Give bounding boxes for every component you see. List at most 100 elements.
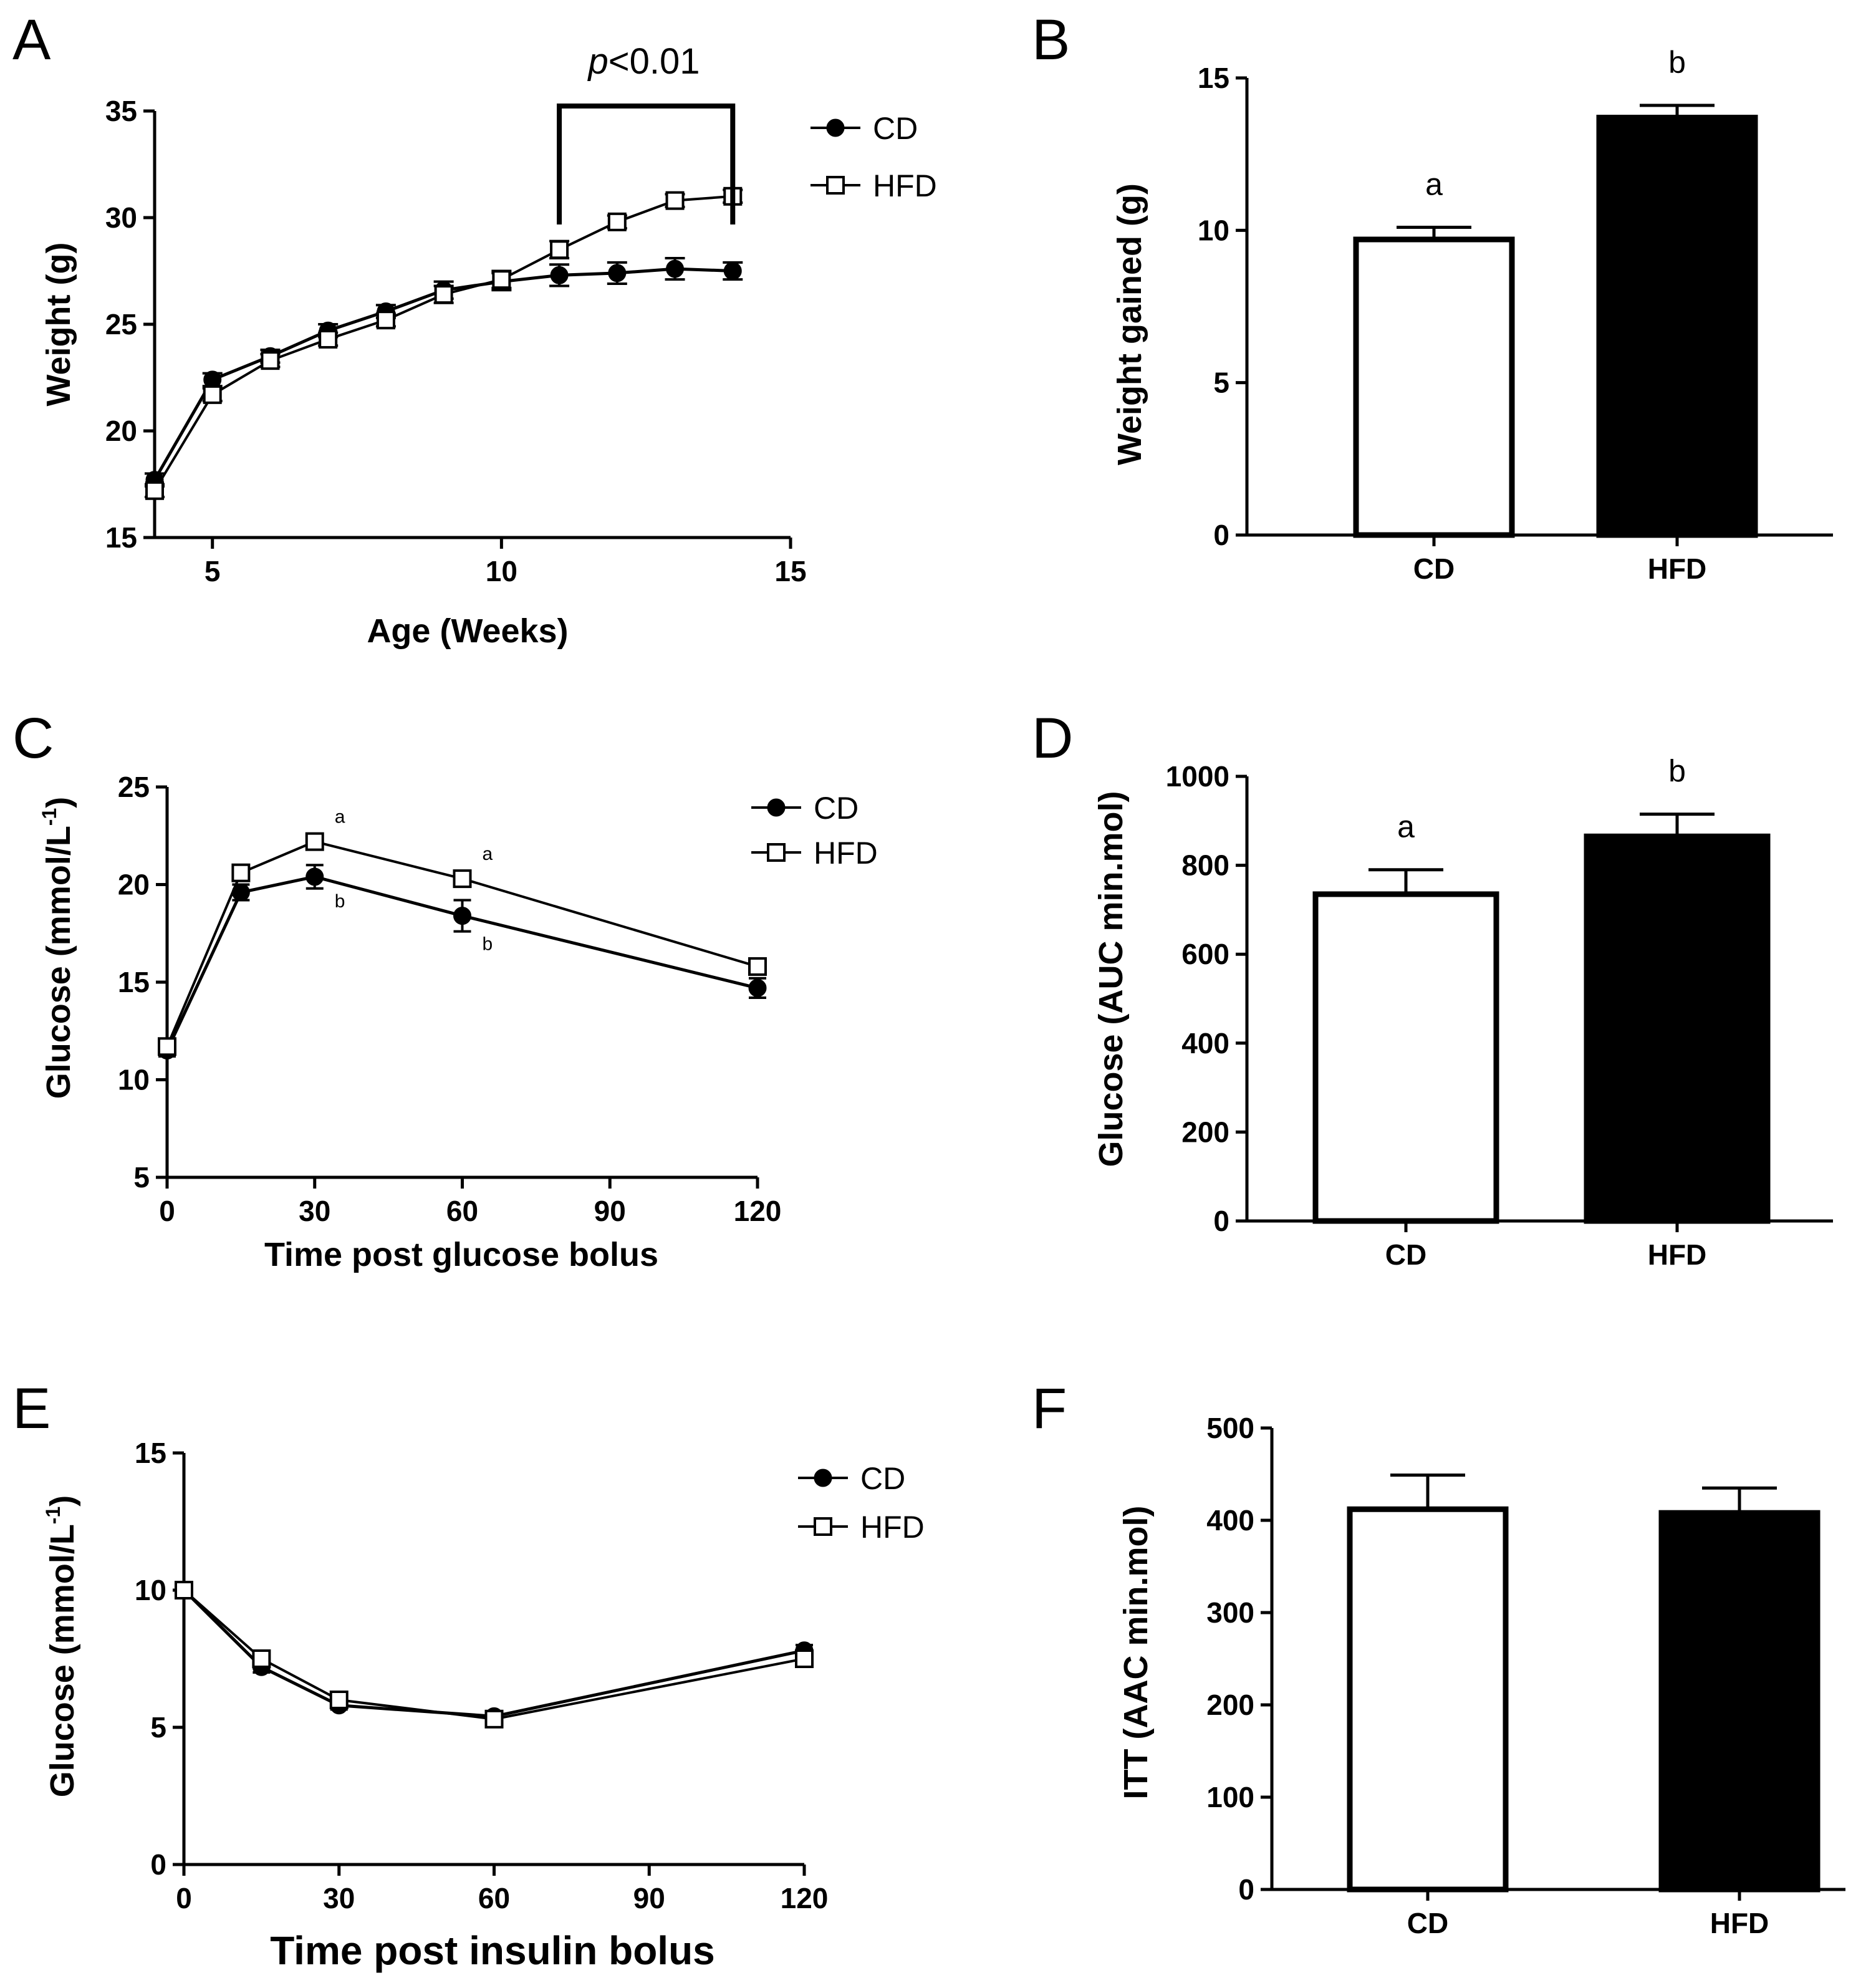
data-point-hfd xyxy=(231,863,251,882)
data-point-hfd xyxy=(305,832,324,851)
point-label: b xyxy=(335,891,345,912)
panel-e-xtick-label: 90 xyxy=(633,1882,665,1914)
panel-c-xtick-label: 60 xyxy=(446,1195,478,1227)
panel-c-ylabel-main: Glucose (mmol/L xyxy=(40,826,77,1099)
data-point-hfd xyxy=(484,1709,504,1729)
panel-e-ylabel-sup: -1 xyxy=(42,1507,64,1524)
panel-b-ytick-label: 0 xyxy=(1213,519,1229,551)
panel-f-category-label: CD xyxy=(1407,1907,1448,1939)
panel-d-category-label: HFD xyxy=(1648,1238,1707,1271)
svg-text:p<0.01: p<0.01 xyxy=(587,41,700,82)
panel-c-ylabel: Glucose (mmol/L-1) xyxy=(38,797,77,1099)
data-point-hfd xyxy=(158,1037,176,1056)
data-point-hfd xyxy=(145,481,164,500)
panel-d-ytick-label: 600 xyxy=(1181,938,1229,970)
panel-e-xtick-label: 0 xyxy=(176,1882,192,1914)
data-point-hfd xyxy=(795,1649,814,1668)
point-label: b xyxy=(483,934,493,955)
panel-d-category-label: CD xyxy=(1385,1238,1426,1271)
panel-e-xtick-label: 120 xyxy=(781,1882,829,1914)
panel-a-ytick-label: 25 xyxy=(105,308,137,340)
panel-d-ylabel: Glucose (AUC min.mol) xyxy=(1092,791,1130,1167)
legend-marker-cd xyxy=(767,798,786,817)
bar-significance-letter: a xyxy=(1397,809,1415,844)
panel-label-c: C xyxy=(12,707,54,770)
panel-label-a: A xyxy=(12,8,51,72)
panel-f-ytick-label: 400 xyxy=(1206,1504,1254,1537)
panel-f-ytick-label: 200 xyxy=(1206,1689,1254,1721)
point-label: a xyxy=(335,807,345,827)
panel-c-xtick-label: 90 xyxy=(594,1195,626,1227)
panel-f-ytick-label: 0 xyxy=(1238,1873,1254,1906)
data-point-hfd xyxy=(329,1691,349,1709)
data-point-cd xyxy=(305,867,324,886)
panel-f-ytick-label: 100 xyxy=(1206,1781,1254,1813)
bar-significance-letter: a xyxy=(1425,166,1443,201)
data-point-hfd xyxy=(252,1649,271,1668)
panel-e-ytick-label: 10 xyxy=(135,1574,166,1606)
panel-b-category-label: HFD xyxy=(1648,552,1707,585)
panel-a-ytick-label: 35 xyxy=(105,95,137,127)
panel-b-ytick-label: 15 xyxy=(1198,62,1229,94)
panel-c-ylabel-end: ) xyxy=(40,797,77,808)
pvalue-italic: p xyxy=(587,41,608,82)
bar-hfd xyxy=(1596,115,1758,538)
bar-cd xyxy=(1347,1506,1509,1893)
panel-label-e: E xyxy=(12,1377,51,1440)
panel-e-xtick-label: 30 xyxy=(323,1882,355,1914)
panel-e-xlabel: Time post insulin bolus xyxy=(270,1928,715,1973)
significance-bracket xyxy=(557,104,736,224)
panel-c-ytick-label: 20 xyxy=(118,869,150,901)
data-point-hfd xyxy=(434,285,453,304)
panel-b-ytick-label: 5 xyxy=(1213,367,1229,399)
point-label: a xyxy=(483,844,493,864)
bar-significance-letter: b xyxy=(1668,754,1686,789)
data-point-cd xyxy=(550,266,569,284)
data-point-hfd xyxy=(550,240,569,259)
data-point-hfd xyxy=(376,311,395,330)
panel-d-ytick-label: 1000 xyxy=(1166,760,1229,793)
data-point-hfd xyxy=(607,212,627,231)
panel-a-ytick-label: 30 xyxy=(105,201,137,234)
panel-d-ytick-label: 800 xyxy=(1181,849,1229,882)
data-point-cd xyxy=(723,262,742,280)
panel-e-ytick-label: 15 xyxy=(135,1437,166,1469)
panel-a-xtick-label: 10 xyxy=(486,555,517,587)
panel-a-ytick-label: 15 xyxy=(105,521,137,554)
panel-e-xtick-label: 60 xyxy=(478,1882,510,1914)
panel-d-ytick-label: 400 xyxy=(1181,1027,1229,1059)
data-point-cd xyxy=(666,259,685,278)
panel-a-ylabel: Weight (g) xyxy=(40,243,77,407)
panel-c-xtick-label: 120 xyxy=(734,1195,782,1227)
legend-label-cd: CD xyxy=(814,791,859,826)
bar-cd xyxy=(1353,236,1515,538)
bar-cd xyxy=(1312,891,1499,1224)
panel-f-ytick-label: 300 xyxy=(1206,1596,1254,1629)
legend-label-hfd: HFD xyxy=(860,1510,925,1545)
data-point-cd xyxy=(453,907,471,925)
legend-marker-hfd xyxy=(814,1517,832,1536)
legend-marker-cd xyxy=(826,118,845,137)
panel-a-xtick-label: 5 xyxy=(204,555,221,587)
panel-c-xtick-label: 30 xyxy=(299,1195,330,1227)
bar-significance-letter: b xyxy=(1668,45,1686,80)
panel-f-ylabel: ITT (AAC min.mol) xyxy=(1117,1506,1155,1800)
panel-f-category-label: HFD xyxy=(1710,1907,1769,1939)
panel-e-ylabel: Glucose (mmol/L-1) xyxy=(42,1495,81,1798)
legend-marker-cd xyxy=(814,1469,832,1487)
panel-c-ytick-label: 15 xyxy=(118,966,150,998)
legend-label-cd: CD xyxy=(860,1461,905,1496)
data-point-hfd xyxy=(665,191,685,210)
panel-c-xlabel: Time post glucose bolus xyxy=(264,1236,658,1273)
bar-hfd xyxy=(1658,1510,1821,1893)
data-point-hfd xyxy=(261,351,280,370)
data-point-hfd xyxy=(203,385,222,404)
data-point-hfd xyxy=(319,329,338,349)
data-point-cd xyxy=(748,978,767,997)
panel-b-category-label: CD xyxy=(1413,552,1455,585)
panel-c-ytick-label: 5 xyxy=(133,1161,150,1194)
panel-a-xtick-label: 15 xyxy=(774,555,806,587)
panel-d-ytick-label: 0 xyxy=(1213,1205,1229,1237)
